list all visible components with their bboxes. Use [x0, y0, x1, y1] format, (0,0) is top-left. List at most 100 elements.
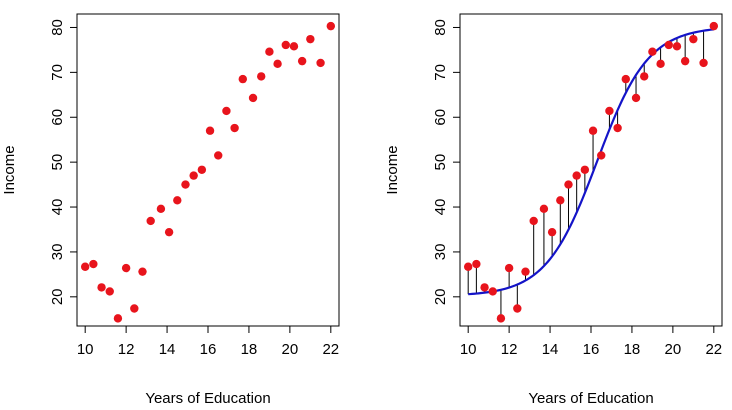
data-point	[197, 165, 207, 174]
data-point	[588, 126, 598, 135]
right-y-tick-label: 40	[432, 199, 449, 216]
data-point	[621, 74, 630, 84]
right-x-tick-label: 16	[583, 341, 600, 358]
right-y-tick-label: 70	[432, 64, 449, 81]
right-y-axis: 20 30 40 50 60 70 80	[432, 19, 460, 305]
right-x-tick-label: 22	[705, 341, 722, 358]
data-point	[230, 123, 239, 133]
data-point	[97, 283, 106, 292]
data-point	[214, 151, 223, 160]
right-residual-lines	[467, 26, 715, 319]
right-x-tick-label: 10	[460, 341, 477, 358]
data-point	[257, 72, 266, 81]
left-x-tick-label: 10	[77, 341, 94, 358]
data-point	[580, 165, 590, 174]
data-point	[605, 106, 614, 116]
right-x-axis-title: Years of Education	[528, 390, 653, 407]
data-point	[529, 216, 538, 226]
data-point	[556, 196, 565, 205]
data-point	[181, 180, 190, 189]
data-point	[89, 259, 98, 269]
left-y-tick-label: 70	[49, 64, 66, 81]
left-y-tick-label: 60	[49, 109, 66, 126]
data-point	[138, 267, 147, 276]
right-y-tick-label: 60	[432, 109, 449, 126]
data-point	[113, 314, 123, 323]
left-y-tick-label: 80	[49, 19, 66, 36]
data-point	[105, 287, 114, 296]
left-x-tick-label: 20	[282, 341, 299, 358]
data-point	[539, 204, 549, 214]
data-point	[496, 314, 506, 323]
data-point	[281, 40, 290, 50]
data-point	[173, 196, 182, 205]
data-point	[640, 72, 649, 81]
left-x-axis: 10 12 14 16 18 20 22	[77, 326, 339, 358]
right-y-tick-label: 80	[432, 19, 449, 36]
data-point	[164, 227, 174, 237]
data-point	[316, 58, 325, 68]
data-point	[680, 56, 690, 66]
data-point	[146, 216, 155, 226]
right-fit-curve	[468, 28, 714, 296]
data-point	[648, 47, 657, 56]
left-y-tick-label: 40	[49, 199, 66, 216]
data-point	[297, 56, 307, 66]
left-x-tick-label: 12	[118, 341, 135, 358]
data-point	[248, 93, 258, 103]
left-x-tick-label: 22	[322, 341, 339, 358]
right-x-tick-label: 14	[542, 341, 559, 358]
data-point	[572, 171, 581, 180]
right-y-tick-label: 50	[432, 154, 449, 171]
data-point	[306, 34, 315, 44]
data-point	[130, 304, 139, 313]
data-point	[156, 204, 166, 214]
data-point	[121, 263, 131, 273]
left-data-points	[80, 21, 336, 323]
data-point	[472, 259, 481, 269]
data-point	[488, 287, 497, 296]
right-x-tick-label: 12	[501, 341, 518, 358]
data-point	[547, 227, 557, 237]
data-point	[463, 262, 473, 271]
left-x-tick-label: 18	[241, 341, 258, 358]
data-point	[265, 47, 274, 56]
left-x-tick-label: 16	[200, 341, 217, 358]
data-point	[326, 21, 336, 31]
left-y-tick-label: 50	[49, 154, 66, 171]
right-y-axis-title: Income	[384, 145, 401, 194]
right-panel: 10 12 14 16 18 20 22 20 30 40 50 60 70 80 Years of E…	[384, 13, 723, 407]
data-point	[480, 283, 489, 292]
data-point	[205, 126, 215, 135]
left-x-axis-title: Years of Education	[145, 390, 270, 407]
data-point	[672, 42, 682, 51]
data-point	[597, 151, 606, 160]
left-y-tick-label: 30	[49, 244, 66, 261]
data-point	[238, 74, 247, 84]
data-point	[656, 59, 665, 69]
data-point	[564, 180, 573, 189]
right-y-tick-label: 20	[432, 288, 449, 305]
left-y-axis: 20 30 40 50 60 70 80	[49, 19, 77, 305]
data-point	[699, 58, 708, 68]
left-x-tick-label: 14	[159, 341, 176, 358]
left-y-axis-title: Income	[1, 145, 18, 194]
data-point	[631, 93, 641, 103]
right-y-tick-label: 30	[432, 244, 449, 261]
data-point	[289, 42, 299, 51]
data-point	[504, 263, 514, 273]
data-point	[222, 106, 231, 116]
data-point	[273, 59, 282, 69]
data-point	[521, 267, 530, 276]
data-point	[513, 304, 522, 313]
left-panel: 10 12 14 16 18 20 22 20 30 40 50 60 70 80 Years of E…	[1, 13, 340, 407]
right-x-axis: 10 12 14 16 18 20 22	[460, 326, 722, 358]
data-point	[689, 34, 698, 44]
data-point	[664, 40, 673, 50]
data-point	[709, 21, 719, 31]
data-point	[613, 123, 622, 133]
data-point	[80, 262, 90, 271]
right-x-tick-label: 20	[665, 341, 682, 358]
data-point	[189, 171, 198, 180]
